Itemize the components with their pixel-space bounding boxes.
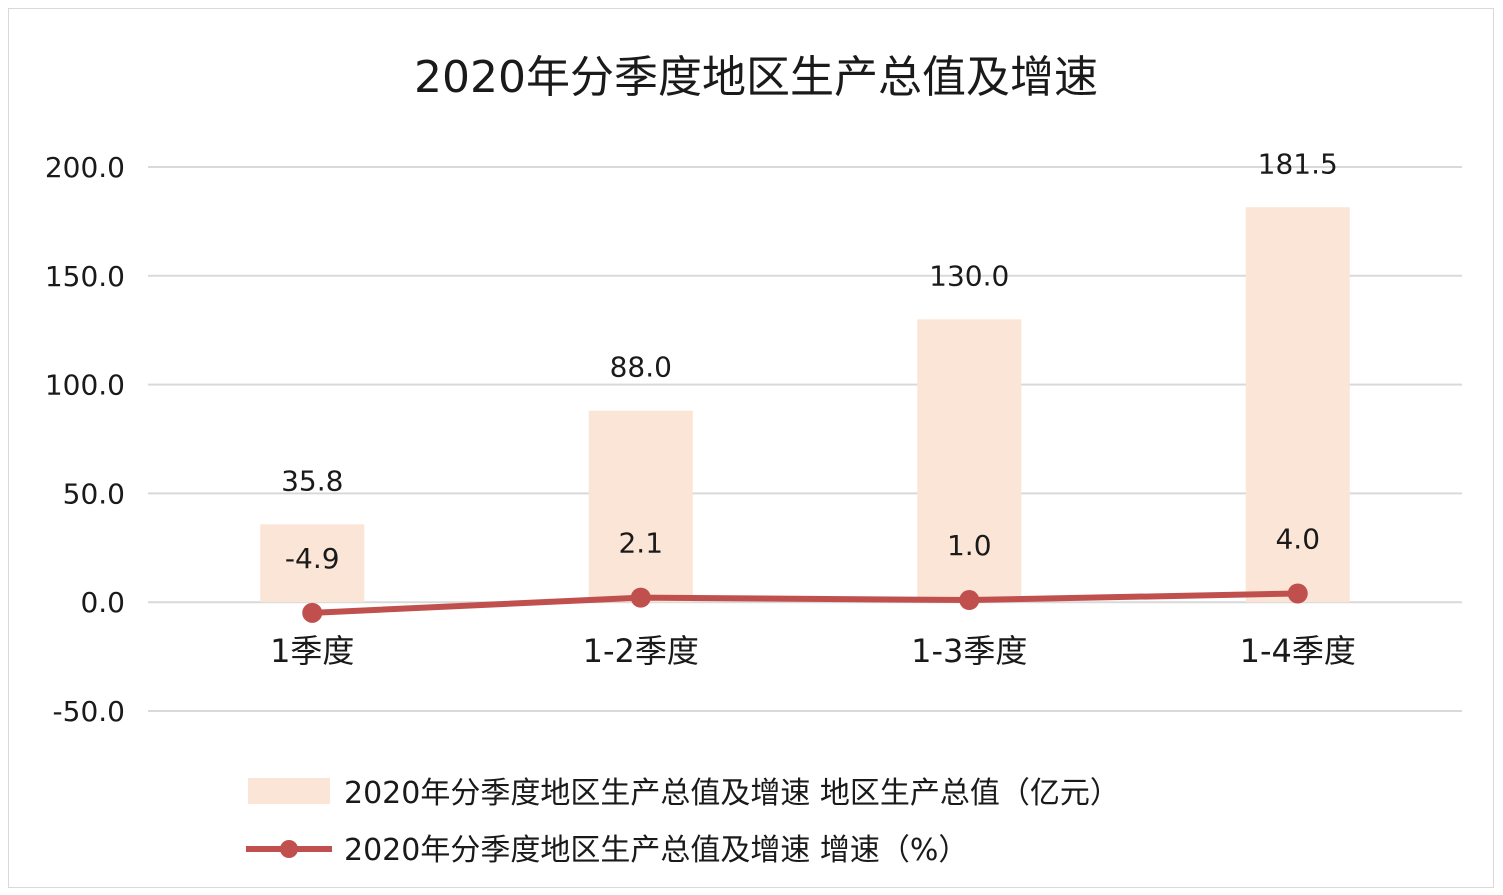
category-label: 1-2季度: [583, 632, 699, 670]
category-labels: 1季度 1-2季度 1-3季度 1-4季度: [270, 632, 1356, 670]
line-value-label: -4.9: [285, 542, 340, 575]
bar-value-label: 35.8: [281, 464, 343, 497]
line-value-label: 2.1: [618, 527, 663, 560]
y-tick-label: 200.0: [45, 151, 125, 184]
bar-value-label: 88.0: [610, 351, 672, 384]
line-data-labels: -4.9 2.1 1.0 4.0: [285, 522, 1320, 574]
y-tick-label: -50.0: [53, 695, 125, 728]
legend-swatch-marker: [280, 840, 298, 858]
legend-label-line: 2020年分季度地区生产总值及增速 增速（%）: [344, 833, 968, 868]
bar-series: [260, 207, 1350, 603]
category-label: 1-4季度: [1240, 632, 1356, 670]
bar: [917, 319, 1022, 603]
gridlines: [148, 166, 1462, 712]
legend: 2020年分季度地区生产总值及增速 地区生产总值（亿元） 2020年分季度地区生…: [246, 776, 1120, 868]
category-label: 1季度: [270, 632, 354, 670]
legend-swatch-bar: [248, 778, 330, 804]
growth-line: [312, 590, 1298, 616]
bar-value-label: 130.0: [929, 259, 1009, 292]
bar: [260, 524, 365, 603]
line-point: [302, 602, 323, 623]
line-point: [630, 587, 651, 608]
y-axis-ticks: 200.0 150.0 100.0 50.0 0.0 -50.0: [45, 151, 125, 728]
y-tick-label: 100.0: [45, 369, 125, 402]
bar: [588, 410, 693, 603]
line-point: [1287, 583, 1308, 604]
y-tick-label: 50.0: [63, 477, 125, 510]
y-tick-label: 150.0: [45, 260, 125, 293]
y-tick-label: 0.0: [80, 586, 125, 619]
line-value-label: 1.0: [947, 529, 992, 562]
line-series: [302, 583, 1308, 623]
bar-value-label: 181.5: [1258, 147, 1338, 180]
bar: [1245, 207, 1350, 603]
bar-data-labels: 35.8 88.0 130.0 181.5: [281, 147, 1338, 497]
line-value-label: 4.0: [1275, 522, 1320, 555]
category-label: 1-3季度: [911, 632, 1027, 670]
line-point: [959, 590, 980, 611]
chart-title: 2020年分季度地区生产总值及增速: [414, 52, 1098, 103]
legend-label-bar: 2020年分季度地区生产总值及增速 地区生产总值（亿元）: [344, 776, 1120, 811]
